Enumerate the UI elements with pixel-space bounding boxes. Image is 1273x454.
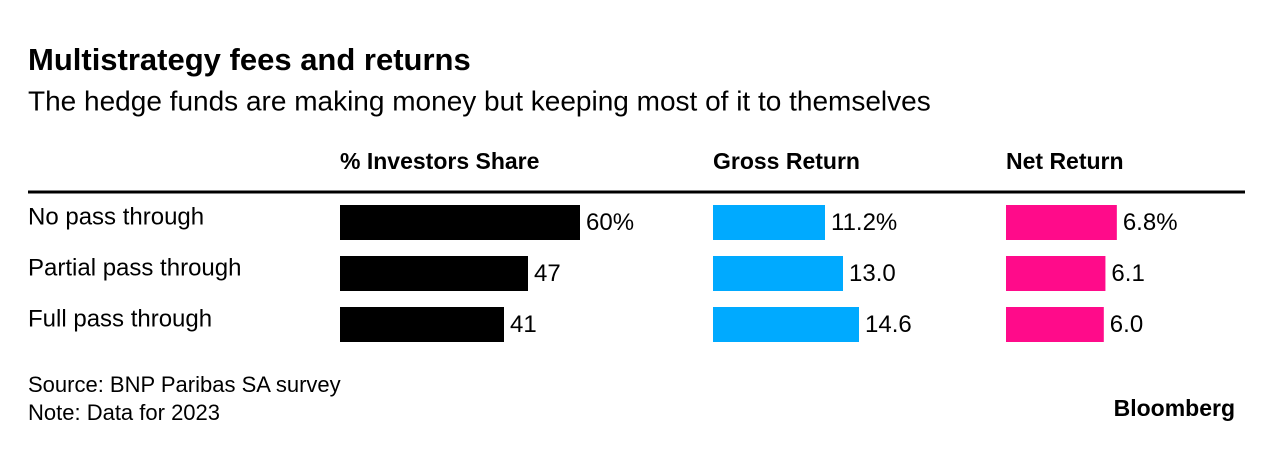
value-label: 47 [534, 260, 561, 287]
value-label: 11.2% [831, 209, 897, 236]
chart-title: Multistrategy fees and returns [28, 42, 471, 77]
value-label: 14.6 [865, 311, 912, 338]
bar [340, 256, 528, 291]
logo: Bloomberg [1114, 395, 1235, 421]
category-label: Full pass through [28, 305, 212, 332]
bar [713, 307, 859, 342]
column-header: Net Return [1006, 148, 1124, 174]
note: Note: Data for 2023 [28, 400, 220, 425]
column-header: Gross Return [713, 148, 860, 174]
value-label: 60% [586, 209, 634, 236]
column-header: % Investors Share [340, 148, 539, 174]
value-label: 41 [510, 311, 537, 338]
bar [1006, 256, 1106, 291]
category-label: No pass through [28, 203, 204, 230]
value-label: 6.1 [1111, 260, 1144, 287]
bar [713, 256, 843, 291]
chart-subtitle: The hedge funds are making money but kee… [28, 85, 931, 116]
bar [1006, 205, 1117, 240]
bar [340, 205, 580, 240]
value-label: 13.0 [849, 260, 896, 287]
source: Source: BNP Paribas SA survey [28, 372, 341, 397]
bar [713, 205, 825, 240]
bar [1006, 307, 1104, 342]
value-label: 6.0 [1110, 311, 1143, 338]
value-label: 6.8% [1123, 209, 1178, 236]
category-label: Partial pass through [28, 254, 241, 281]
bar [340, 307, 504, 342]
